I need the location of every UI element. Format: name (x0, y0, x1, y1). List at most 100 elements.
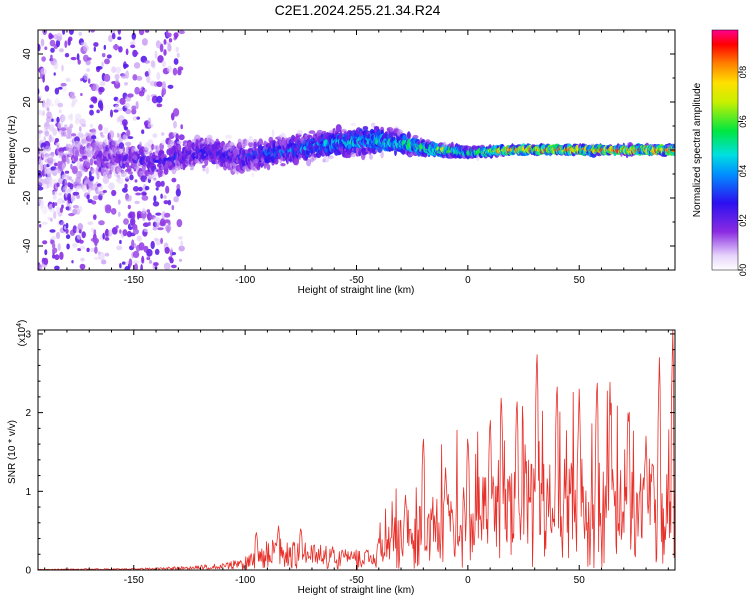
y-tick-label: 1 (25, 487, 31, 498)
spectrogram-blob (132, 116, 138, 121)
spectrogram-blob (150, 240, 155, 250)
spectrogram-blob (178, 258, 183, 262)
spectrogram-blob (90, 167, 95, 174)
spectrogram-blob (116, 98, 120, 104)
spectrogram-blob (69, 91, 76, 97)
spectrogram-blob (68, 36, 73, 42)
spectrogram-blob (118, 107, 123, 112)
y-tick-label: 3 (25, 329, 31, 340)
spectrogram-blob (72, 204, 79, 209)
spectrogram-blob (167, 43, 172, 52)
spectrogram-blob (38, 44, 41, 52)
spectrogram-blob (119, 97, 126, 105)
spectrogram-blob (102, 175, 110, 184)
spectrogram-blob (90, 123, 93, 128)
spectrogram-blob (169, 257, 174, 264)
spectrogram-blob (131, 32, 136, 40)
spectrogram-blob (91, 128, 97, 135)
spectrogram-blob (52, 128, 58, 136)
spectrogram-blob (146, 248, 153, 257)
spectrogram-blob (163, 49, 167, 56)
spectrogram-blob (248, 135, 253, 143)
spectrogram-blob (153, 262, 159, 267)
spectrogram-blob (147, 68, 151, 75)
spectrogram-blob (96, 109, 100, 114)
spectrogram-blob (141, 255, 145, 264)
x-tick-label: -50 (349, 275, 364, 286)
spectrogram-blob (49, 229, 56, 233)
spectrogram-blob (172, 67, 178, 76)
spectrogram-blob (52, 191, 58, 196)
spectrogram-blob (66, 156, 70, 164)
spectrogram-blob (92, 195, 99, 201)
spectrogram-blob (144, 60, 151, 64)
spectrogram-blob (79, 126, 82, 132)
spectrogram-blob (76, 185, 82, 190)
spectrogram-blob (115, 79, 120, 85)
spectrogram-blob (101, 61, 104, 68)
spectrogram-blob (274, 158, 279, 165)
spectrogram-blob (148, 221, 151, 226)
x-tick-label: -150 (124, 575, 144, 586)
spectrogram-blob (306, 158, 312, 167)
spectrogram-blob (136, 76, 143, 81)
spectrogram-blob (111, 32, 116, 40)
spectrogram-blob (125, 141, 132, 147)
spectrogram-blob (144, 185, 150, 191)
spectrogram-blob (141, 195, 149, 201)
spectrogram-blob (89, 104, 94, 109)
spectrogram-blob (180, 240, 184, 248)
spectrogram-blob (80, 92, 83, 97)
spectrogram-blob (89, 109, 94, 116)
spectrogram-blob (251, 172, 255, 178)
spectrogram-blob (54, 162, 58, 167)
spectrogram-blob (38, 95, 43, 99)
spectrogram-blob (43, 257, 49, 265)
spectrogram-blob (171, 177, 177, 183)
spectrogram-blob (61, 163, 66, 171)
spectrogram-blob (146, 94, 151, 102)
spectrogram-blob (160, 139, 167, 146)
spectrogram-blob (72, 208, 78, 215)
spectrogram-blob (111, 140, 119, 146)
spectrogram-blob (280, 163, 286, 167)
spectrogram-blob (132, 250, 140, 258)
spectrogram-blob (116, 148, 123, 155)
spectrogram-blob (122, 229, 128, 237)
spectrogram-blob (79, 118, 86, 126)
spectrogram-blob (160, 237, 164, 244)
spectrogram-blob (132, 211, 136, 220)
spectrogram-blob (412, 134, 419, 139)
spectrogram-blob (80, 78, 83, 82)
spectrogram-blob (43, 136, 46, 142)
spectrogram-blob (60, 221, 65, 226)
spectrogram-blob (163, 195, 167, 199)
spectrogram-blob (89, 177, 94, 182)
spectrogram-blob (124, 102, 130, 109)
spectrogram-blob (106, 54, 112, 59)
spectrogram-blob (111, 189, 117, 197)
spectrogram-blob (335, 124, 342, 133)
spectrogram-blob (61, 115, 66, 122)
spectrogram-blob (76, 233, 82, 240)
spectrogram-blob (71, 179, 74, 183)
spectrogram-blob (166, 225, 170, 234)
spectrogram-blob (258, 138, 264, 146)
spectrogram-blob (165, 185, 170, 194)
spectrogram-blob (173, 58, 179, 65)
spectrogram-blob (407, 131, 411, 139)
spectrogram-blob (56, 116, 60, 124)
spectrogram-blob (79, 263, 86, 270)
spectrogram-blob (52, 201, 55, 209)
spectrogram-blob (98, 220, 105, 226)
spectrogram-blob (271, 129, 275, 138)
spectrogram-blob (67, 193, 72, 201)
spectrogram-blob (146, 209, 151, 213)
spectrogram-blob (125, 48, 129, 56)
spectrogram-blob (202, 164, 206, 169)
spectrogram-blob (160, 218, 166, 226)
spectrogram-blob (122, 146, 126, 153)
spectrogram-blob (71, 260, 74, 264)
spectrogram-blob (123, 218, 129, 225)
